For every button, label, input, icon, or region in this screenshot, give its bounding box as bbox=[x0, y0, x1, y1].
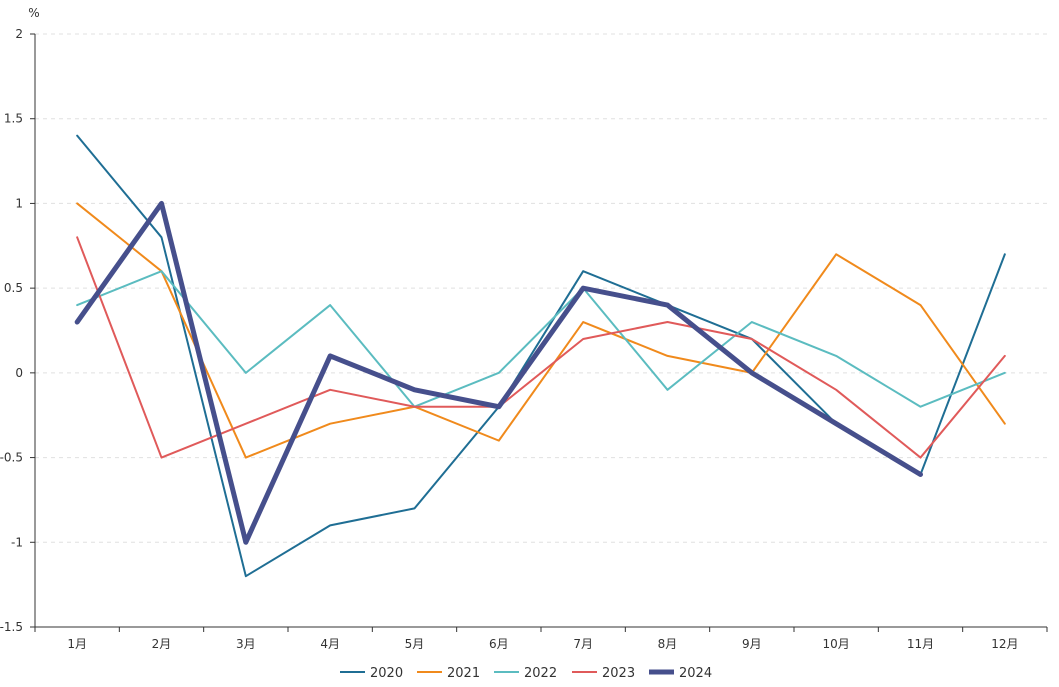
x-tick-label: 7月 bbox=[573, 637, 593, 651]
series-line-2024[interactable] bbox=[74, 200, 923, 545]
y-tick-label: -0.5 bbox=[0, 451, 23, 465]
legend-label: 2022 bbox=[524, 666, 557, 681]
legend-item-2024[interactable]: 2024 bbox=[649, 666, 712, 681]
y-axis-unit-label: % bbox=[28, 6, 39, 20]
x-tick-label: 9月 bbox=[742, 637, 762, 651]
legend-item-2020[interactable]: 2020 bbox=[340, 666, 403, 681]
y-tick-label: -1.5 bbox=[0, 620, 23, 634]
legend-label: 2020 bbox=[370, 666, 403, 681]
x-tick-label: 1月 bbox=[67, 637, 87, 651]
legend-item-2021[interactable]: 2021 bbox=[417, 666, 480, 681]
axes: % -1.5 -1 -0.5 0 0.5 1 1.5 2 1月 2月 3月 4月 5月 6月 7月 8月 9月 1… bbox=[0, 6, 1048, 651]
x-tick-label: 2月 bbox=[152, 637, 172, 651]
legend[interactable]: 2020 2021 2022 2023 2024 bbox=[340, 666, 712, 681]
x-tick-label: 12月 bbox=[991, 637, 1018, 651]
x-tick-label: 10月 bbox=[823, 637, 850, 651]
y-tick-label: 2 bbox=[15, 27, 23, 41]
x-tick-label: 5月 bbox=[405, 637, 425, 651]
y-tick-label: 0 bbox=[15, 366, 23, 380]
series-line-2022[interactable] bbox=[76, 270, 1006, 408]
legend-label: 2023 bbox=[602, 666, 635, 681]
x-tick-label: 4月 bbox=[320, 637, 340, 651]
y-tick-label: 1 bbox=[15, 196, 23, 210]
y-tick-label: 1.5 bbox=[4, 112, 23, 126]
legend-label: 2024 bbox=[679, 666, 712, 681]
series-line-2023[interactable] bbox=[76, 236, 1006, 459]
x-tick-label: 8月 bbox=[658, 637, 678, 651]
series-line-2020[interactable] bbox=[76, 134, 1006, 578]
series-line-2021[interactable] bbox=[76, 202, 1006, 459]
legend-item-2023[interactable]: 2023 bbox=[572, 666, 635, 681]
x-tick-label: 11月 bbox=[907, 637, 934, 651]
y-tick-label: 0.5 bbox=[4, 281, 23, 295]
grid-lines bbox=[35, 33, 1047, 543]
x-tick-label: 3月 bbox=[236, 637, 256, 651]
x-tick-label: 6月 bbox=[489, 637, 509, 651]
legend-label: 2021 bbox=[447, 666, 480, 681]
series-lines bbox=[74, 134, 1006, 578]
y-tick-label: -1 bbox=[11, 535, 23, 549]
legend-item-2022[interactable]: 2022 bbox=[494, 666, 557, 681]
